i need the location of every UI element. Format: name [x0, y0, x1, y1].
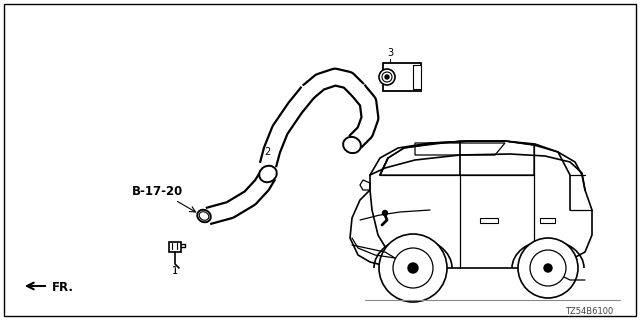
- Text: FR.: FR.: [52, 281, 74, 294]
- Circle shape: [544, 264, 552, 272]
- Circle shape: [379, 234, 447, 302]
- Circle shape: [393, 248, 433, 288]
- FancyBboxPatch shape: [169, 242, 181, 252]
- Text: 1: 1: [172, 266, 178, 276]
- Text: 2: 2: [264, 147, 270, 157]
- Bar: [413, 65, 421, 89]
- Ellipse shape: [259, 166, 276, 182]
- Text: 3: 3: [387, 48, 393, 58]
- Circle shape: [518, 238, 578, 298]
- Circle shape: [530, 250, 566, 286]
- Circle shape: [382, 72, 392, 82]
- Ellipse shape: [197, 210, 211, 222]
- Bar: [540, 218, 555, 223]
- Circle shape: [379, 69, 395, 85]
- Ellipse shape: [343, 137, 361, 153]
- Circle shape: [383, 211, 387, 215]
- Circle shape: [408, 263, 418, 273]
- Bar: [480, 218, 498, 223]
- Text: B-17-20: B-17-20: [132, 185, 183, 198]
- Ellipse shape: [199, 212, 209, 220]
- Text: TZ54B6100: TZ54B6100: [565, 307, 613, 316]
- Bar: [383, 63, 421, 91]
- Circle shape: [385, 75, 389, 79]
